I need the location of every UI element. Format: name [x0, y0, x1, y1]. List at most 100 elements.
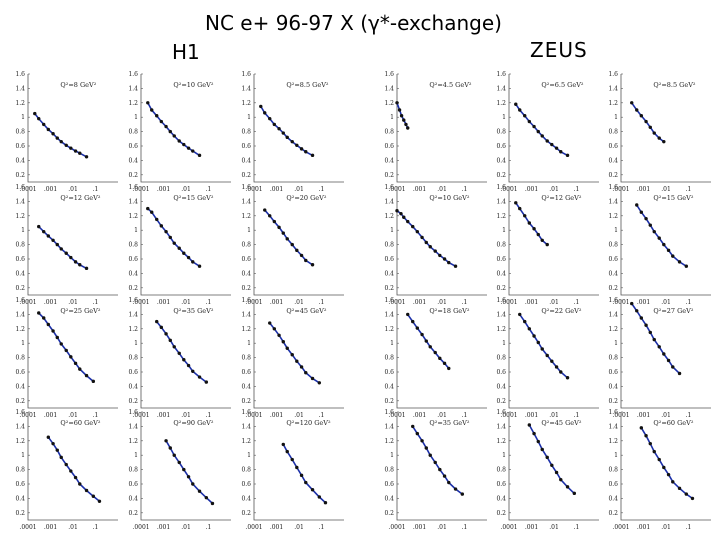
- data-point: [527, 327, 532, 331]
- y-tick-label: 0.6: [241, 481, 251, 488]
- data-point: [33, 111, 37, 116]
- data-point: [299, 253, 304, 258]
- data-point: [263, 111, 267, 115]
- y-tick-label: 1.6: [15, 409, 25, 416]
- y-tick-label: 1.2: [608, 100, 618, 107]
- y-tick-label: 1.6: [384, 71, 394, 78]
- x-tick-label: .1: [686, 299, 692, 306]
- q2-label: Q²=10 GeV²: [173, 81, 213, 89]
- y-tick-label: 0.8: [128, 129, 138, 136]
- data-point: [395, 209, 399, 213]
- y-tick-label: 1.2: [384, 213, 394, 220]
- data-point: [177, 139, 181, 143]
- y-tick-label: 0.4: [608, 270, 618, 277]
- data-point: [159, 325, 164, 330]
- data-point: [78, 151, 82, 155]
- y-tick-label: 0.8: [241, 242, 251, 249]
- data-point: [281, 231, 285, 235]
- data-point: [671, 254, 675, 258]
- h1-label: H1: [172, 40, 200, 64]
- y-tick-label: 0.8: [496, 355, 506, 362]
- data-point: [438, 467, 442, 472]
- panel-axes: [27, 187, 118, 296]
- x-tick-label: .1: [93, 186, 99, 193]
- data-point: [295, 359, 299, 363]
- y-tick-label: 0.2: [241, 398, 251, 405]
- data-point: [69, 355, 73, 359]
- data-point: [268, 321, 272, 325]
- data-point: [559, 477, 563, 482]
- data-point: [559, 370, 563, 374]
- y-tick-label: 1.2: [608, 438, 618, 445]
- y-tick-label: 0.6: [384, 256, 394, 263]
- x-tick-label: .01: [181, 186, 191, 193]
- x-tick-label: .001: [270, 299, 283, 306]
- y-tick-label: 0.8: [128, 242, 138, 249]
- data-point: [285, 346, 289, 350]
- data-point: [424, 446, 428, 450]
- y-tick-label: 1.2: [241, 100, 251, 107]
- data-point: [186, 363, 191, 368]
- zeus-panel-1: 1.61.41.210.80.60.40.2.0001.001.01.1Q²=4…: [384, 71, 487, 193]
- data-point: [453, 264, 458, 268]
- y-tick-label: 0.6: [15, 481, 25, 488]
- y-tick-label: 0.6: [241, 143, 251, 150]
- y-tick-label: 0.8: [608, 242, 618, 249]
- data-point: [657, 345, 661, 349]
- panel-axes: [140, 300, 231, 409]
- data-point: [433, 460, 437, 465]
- x-tick-label: .01: [661, 186, 671, 193]
- y-tick-label: 0.8: [128, 467, 138, 474]
- q2-label: Q²=35 GeV²: [429, 419, 469, 427]
- y-tick-label: 0.8: [496, 129, 506, 136]
- y-tick-label: 1.2: [241, 326, 251, 333]
- y-tick-label: 1.2: [241, 438, 251, 445]
- data-point: [64, 348, 68, 353]
- x-tick-label: .0001: [245, 524, 262, 531]
- y-tick-label: 1.6: [608, 184, 618, 191]
- y-tick-label: 1: [21, 227, 25, 234]
- data-point: [197, 489, 202, 493]
- y-tick-label: 1.6: [15, 71, 25, 78]
- data-point: [639, 210, 644, 214]
- data-point: [518, 108, 522, 112]
- data-point: [402, 215, 406, 219]
- data-point: [545, 139, 549, 143]
- y-tick-label: 0.4: [496, 157, 506, 164]
- y-tick-label: 0.8: [15, 129, 25, 136]
- y-tick-label: 0.8: [128, 355, 138, 362]
- y-tick-label: 0.4: [241, 270, 251, 277]
- data-point: [652, 449, 656, 454]
- y-tick-label: 1.6: [384, 297, 394, 304]
- data-point: [299, 365, 304, 369]
- y-tick-label: 0.2: [496, 285, 506, 292]
- y-tick-label: 0.6: [384, 369, 394, 376]
- y-tick-label: 0.6: [241, 369, 251, 376]
- q2-label: Q²=4.5 GeV²: [429, 81, 472, 89]
- data-point: [84, 373, 89, 378]
- data-point: [290, 353, 294, 357]
- data-point: [514, 201, 518, 205]
- data-point: [310, 153, 315, 158]
- data-point: [572, 491, 577, 496]
- data-point: [415, 326, 420, 330]
- y-tick-label: 1: [502, 452, 506, 459]
- q2-label: Q²=10 GeV²: [429, 194, 469, 202]
- data-point: [677, 371, 682, 376]
- data-point: [290, 457, 294, 462]
- x-tick-label: .1: [206, 524, 212, 531]
- y-tick-label: 0.8: [15, 355, 25, 362]
- data-point: [657, 457, 661, 462]
- y-tick-label: 0.4: [608, 495, 618, 502]
- x-tick-label: .1: [206, 299, 212, 306]
- data-point: [532, 431, 536, 436]
- y-tick-label: 1: [247, 452, 251, 459]
- data-point: [84, 266, 89, 271]
- fit-curve: [412, 425, 463, 495]
- y-tick-label: 1: [247, 340, 251, 347]
- data-point: [55, 242, 59, 247]
- x-tick-label: .1: [319, 412, 325, 419]
- data-point: [42, 316, 46, 320]
- data-point: [73, 149, 78, 153]
- fit-curve: [260, 105, 313, 157]
